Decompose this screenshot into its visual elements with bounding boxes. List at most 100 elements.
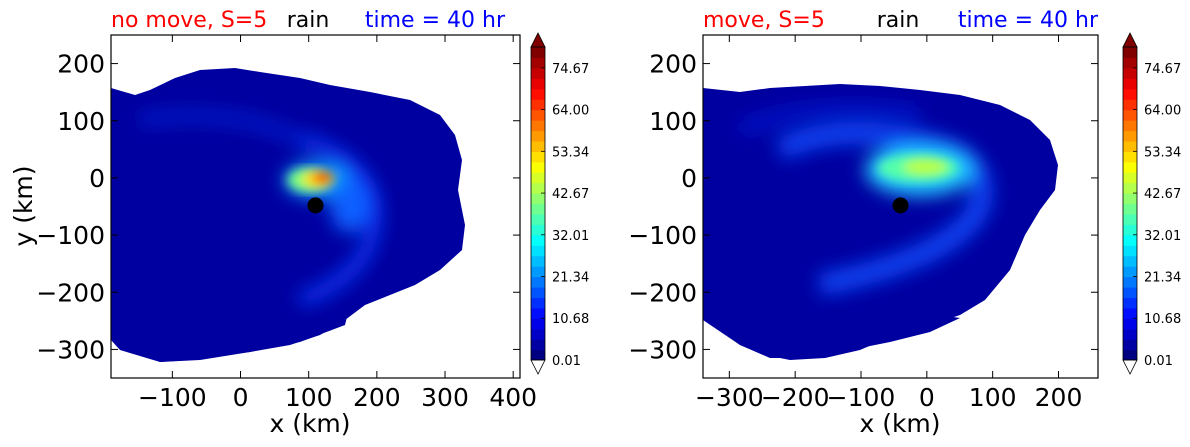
colorbar-segment [531, 286, 545, 298]
colorbar-no-move: 0.01 10.68 21.34 32.01 42.67 53.34 64.00 74.67 [530, 32, 589, 375]
y-tick-label: −200 [628, 278, 697, 307]
x-tick-label: −200 [761, 383, 830, 412]
colorbar-segment [1123, 78, 1137, 90]
colorbar-tick-label: 21.34 [552, 271, 589, 286]
colorbar-segment [1123, 266, 1137, 278]
y-tick-label: 0 [681, 164, 697, 193]
colorbar-segment [531, 276, 545, 288]
title-left: no move, S=5 [111, 8, 267, 33]
colorbar-segment [1123, 255, 1137, 267]
colorbar-segment [1123, 130, 1137, 142]
colorbar-tick-label: 42.67 [552, 187, 589, 202]
rain-rainband-arc [775, 122, 993, 296]
rain-lower-band [111, 300, 350, 362]
colorbar-tick-label: 10.68 [1144, 312, 1181, 327]
colorbar-segment [1123, 161, 1137, 173]
colorbar-segment [531, 245, 545, 257]
colorbar-segment [531, 182, 545, 194]
rain-field-no-move [111, 68, 465, 362]
colorbar-segment [531, 109, 545, 121]
colorbar-tick-label: 0.01 [552, 354, 581, 369]
y-tick-label: 100 [649, 107, 697, 136]
colorbar-segment [1123, 234, 1137, 246]
x-tick-label: 0 [233, 383, 249, 412]
colorbar-segment [1123, 297, 1137, 309]
panel-no-move: −100 0 100 200 300 400 200 100 0 −100 −200 −300 no… [9, 8, 589, 438]
x-tick-label: 100 [969, 383, 1017, 412]
colorbar-extend-max [530, 32, 546, 48]
colorbar-segment [1123, 57, 1137, 69]
colorbar-tick-label: 32.01 [1144, 229, 1181, 244]
rain-field-move [703, 84, 1058, 360]
x-tick-label: 100 [285, 383, 333, 412]
plot-frame-move [702, 34, 1099, 379]
colorbar-segment [531, 120, 545, 132]
title-center: rain [877, 8, 920, 33]
x-tick-label: −100 [138, 383, 207, 412]
y-axis-label: y (km) [9, 165, 38, 246]
colorbar-segment [1123, 182, 1137, 194]
colorbar-segment [1123, 307, 1137, 319]
y-ticks-move: 200 100 0 −100 −200 −300 [628, 50, 1098, 364]
x-tick-label: 400 [489, 383, 537, 412]
colorbar-tick-label: 64.00 [1144, 104, 1181, 119]
title-right: time = 40 hr [958, 8, 1099, 33]
colorbar-segment [531, 234, 545, 246]
colorbar-segment [1123, 276, 1137, 288]
colorbar-segment [531, 88, 545, 100]
rain-lower-band [703, 290, 960, 358]
colorbar-segment [1123, 109, 1137, 121]
colorbar-segment [531, 161, 545, 173]
x-tick-label: 300 [421, 383, 469, 412]
colorbar-segment [1123, 88, 1137, 100]
colorbar-segment [1123, 203, 1137, 215]
colorbar-segment [531, 318, 545, 330]
colorbar-segment [531, 307, 545, 319]
colorbar-frame [1122, 46, 1138, 361]
y-ticks-no-move: 200 100 0 −100 −200 −300 [36, 50, 520, 364]
colorbar-segment [1123, 286, 1137, 298]
rain-outer-envelope [111, 68, 465, 362]
colorbar-segment [531, 193, 545, 205]
x-tick-label: −100 [827, 383, 896, 412]
x-axis-label: x (km) [269, 409, 350, 438]
panel-move: −300−200−100 0 100 200 2001000−100−200−300 … [628, 8, 1181, 438]
y-tick-label: −300 [628, 335, 697, 364]
x-tick-label: −300 [695, 383, 764, 412]
colorbar-segment [531, 224, 545, 236]
colorbar-tick-label: 21.34 [1144, 271, 1181, 286]
colorbar-tick-label: 0.01 [1144, 354, 1173, 369]
plot-frame-no-move [110, 34, 521, 379]
y-tick-label: −300 [36, 335, 105, 364]
storm-center-marker [307, 197, 324, 214]
y-tick-label: 100 [57, 107, 105, 136]
colorbar-segment [531, 78, 545, 90]
colorbar-segment [531, 297, 545, 309]
colorbar-segment [1123, 47, 1137, 59]
colorbar-extend-min [530, 359, 546, 375]
x-axis-label: x (km) [859, 409, 940, 438]
colorbar-segment [1123, 328, 1137, 340]
colorbar-tick-label: 74.67 [1144, 62, 1181, 77]
colorbar-extend-min [1122, 359, 1138, 375]
colorbar-segment [531, 47, 545, 59]
storm-center-marker [892, 197, 909, 214]
colorbar-tick-label: 74.67 [552, 62, 589, 77]
colorbar-segment [531, 57, 545, 69]
colorbar-segment [1123, 99, 1137, 111]
colorbar-tick-label: 53.34 [552, 145, 589, 160]
colorbar-segment [1123, 224, 1137, 236]
colorbar-segment [1123, 318, 1137, 330]
colorbar-segment [531, 172, 545, 184]
colorbar-segment [1123, 349, 1137, 361]
colorbar-segment [531, 203, 545, 215]
rain-outer-arc [737, 102, 922, 137]
colorbar-segment [531, 328, 545, 340]
colorbar-segment [1123, 67, 1137, 79]
colorbar-tick-label: 32.01 [552, 229, 589, 244]
colorbar-move: 0.01 10.68 21.34 32.01 42.67 53.34 64.00 74.67 [1122, 32, 1181, 375]
colorbar-segment [531, 99, 545, 111]
rain-rainband-arc [297, 133, 383, 307]
colorbar-segment [531, 140, 545, 152]
colorbar-segment [531, 213, 545, 225]
